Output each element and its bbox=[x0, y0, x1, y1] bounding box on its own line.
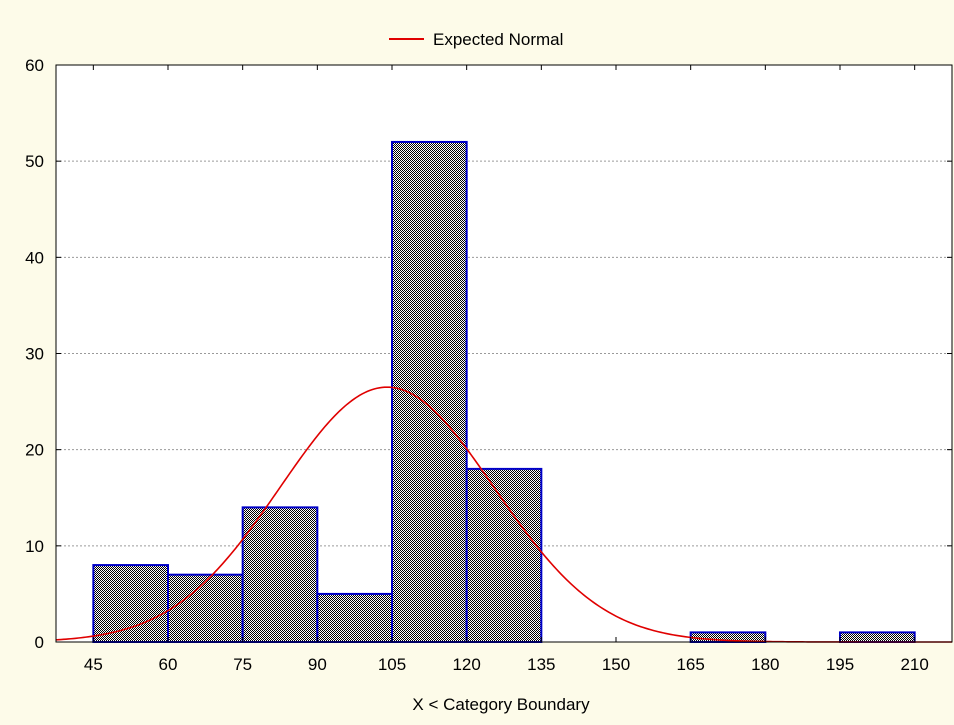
x-tick-label-150: 150 bbox=[602, 655, 630, 674]
bar-195-210 bbox=[839, 631, 916, 644]
x-tick-label-135: 135 bbox=[527, 655, 555, 674]
x-tick-label-180: 180 bbox=[751, 655, 779, 674]
x-tick-label-105: 105 bbox=[378, 655, 406, 674]
x-axis-label: X < Category Boundary bbox=[412, 695, 590, 714]
y-tick-label-10: 10 bbox=[25, 537, 44, 556]
bar-105-120 bbox=[391, 140, 468, 644]
y-tick-label-40: 40 bbox=[25, 248, 44, 267]
y-tick-label-30: 30 bbox=[25, 345, 44, 364]
y-tick-label-60: 60 bbox=[25, 56, 44, 75]
x-tick-label-210: 210 bbox=[900, 655, 928, 674]
legend-label: Expected Normal bbox=[433, 30, 563, 49]
y-tick-label-50: 50 bbox=[25, 152, 44, 171]
x-tick-label-45: 45 bbox=[84, 655, 103, 674]
y-tick-label-20: 20 bbox=[25, 441, 44, 460]
histogram-bars bbox=[92, 140, 916, 644]
x-tick-label-90: 90 bbox=[308, 655, 327, 674]
bar-120-135 bbox=[465, 467, 543, 643]
bar-60-75 bbox=[167, 573, 244, 644]
x-tick-label-60: 60 bbox=[159, 655, 178, 674]
legend: Expected Normal bbox=[389, 30, 563, 49]
y-axis-ticks: 0 10 20 30 40 50 60 bbox=[25, 56, 952, 652]
x-tick-label-120: 120 bbox=[452, 655, 480, 674]
bar-90-105 bbox=[316, 592, 394, 644]
x-axis-ticks: 45 60 75 90 105 120 135 150 165 180 195 210 bbox=[84, 65, 929, 674]
bar-45-60 bbox=[92, 564, 169, 643]
y-tick-label-0: 0 bbox=[35, 633, 44, 652]
x-tick-label-195: 195 bbox=[826, 655, 854, 674]
x-tick-label-75: 75 bbox=[233, 655, 252, 674]
bar-75-90 bbox=[241, 506, 319, 643]
x-tick-label-165: 165 bbox=[676, 655, 704, 674]
